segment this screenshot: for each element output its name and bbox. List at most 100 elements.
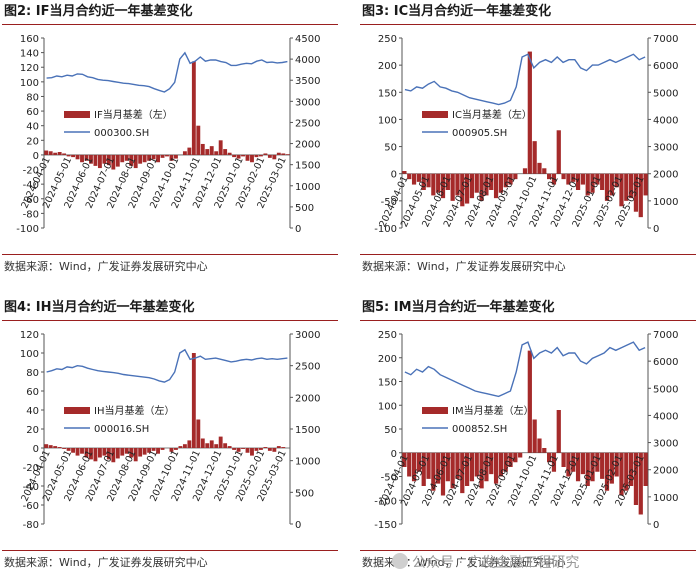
basis-bar xyxy=(227,446,232,448)
right-tick-label: 2000 xyxy=(653,170,678,181)
basis-bar xyxy=(106,154,111,166)
basis-bar xyxy=(575,452,581,482)
basis-bar xyxy=(493,452,499,484)
basis-bar xyxy=(57,152,62,155)
basis-bar xyxy=(411,173,417,185)
basis-bar xyxy=(590,452,595,482)
left-tick-label: 80 xyxy=(26,368,39,379)
legend-swatch-basis xyxy=(64,111,90,118)
basis-bar xyxy=(585,452,590,486)
legend-swatch-basis xyxy=(64,407,90,414)
basis-bar xyxy=(232,154,237,158)
basis-bar xyxy=(223,149,228,155)
basis-bar xyxy=(522,168,528,174)
basis-bar xyxy=(436,173,441,193)
basis-bar xyxy=(638,452,643,515)
left-tick-label: 60 xyxy=(26,107,39,118)
basis-bar xyxy=(281,153,286,155)
basis-bar xyxy=(209,440,214,448)
basis-bar xyxy=(66,154,71,157)
basis-bar xyxy=(547,452,552,463)
right-tick-label: 3000 xyxy=(295,330,320,341)
basis-bar xyxy=(537,438,542,453)
basis-bar xyxy=(115,448,120,459)
basis-bar xyxy=(236,154,241,159)
basis-bar xyxy=(142,448,147,455)
basis-bar xyxy=(551,173,557,185)
panel-title: 图5: IM当月合约近一年基差变化 xyxy=(362,300,555,315)
source-note: 数据来源：Wind，广发证券发展研究中心 xyxy=(4,260,208,273)
basis-bar xyxy=(151,154,156,160)
right-tick-label: 2500 xyxy=(295,118,320,129)
basis-bar xyxy=(619,173,624,207)
panel-title: 图2: IF当月合约近一年基差变化 xyxy=(4,4,193,19)
basis-bar xyxy=(624,452,629,491)
basis-bar xyxy=(503,452,508,472)
right-tick-label: 1500 xyxy=(295,425,320,436)
basis-bar xyxy=(267,154,272,158)
watermark: 公众号 · 广发金融工程研究 xyxy=(412,555,580,571)
left-tick-label: -100 xyxy=(16,224,39,235)
basis-bar xyxy=(469,452,475,482)
legend-label-index: 000905.SH xyxy=(452,128,507,139)
basis-bar xyxy=(580,173,585,185)
title-divider xyxy=(2,320,338,321)
basis-bar xyxy=(133,154,138,169)
basis-bar xyxy=(580,452,585,475)
basis-bar xyxy=(97,448,102,458)
basis-bar xyxy=(474,452,479,477)
basis-bar xyxy=(258,448,263,450)
title-divider xyxy=(2,24,338,25)
right-tick-label: 2000 xyxy=(295,393,320,404)
basis-bar xyxy=(484,452,489,482)
basis-bar xyxy=(402,452,407,467)
left-tick-label: -80 xyxy=(23,209,39,220)
left-tick-label: -100 xyxy=(374,224,397,235)
basis-bar xyxy=(223,443,228,448)
left-tick-label: 0 xyxy=(391,170,397,181)
source-divider xyxy=(360,254,696,255)
basis-bar xyxy=(426,173,431,188)
left-tick-label: -100 xyxy=(374,496,397,507)
right-tick-label: 7000 xyxy=(653,330,678,341)
basis-bar xyxy=(174,448,178,450)
basis-bar xyxy=(89,154,93,164)
basis-bar xyxy=(465,452,470,486)
basis-bar xyxy=(48,151,53,155)
left-tick-label: 0 xyxy=(33,151,39,162)
basis-bar xyxy=(129,154,134,166)
right-tick-label: 5000 xyxy=(653,384,678,395)
basis-bar xyxy=(218,140,223,155)
basis-bar xyxy=(102,154,107,164)
basis-bar xyxy=(527,350,532,453)
basis-bar xyxy=(169,154,174,161)
index-line xyxy=(404,341,646,398)
right-tick-label: 2000 xyxy=(295,140,320,151)
basis-bar xyxy=(643,452,648,486)
basis-bar xyxy=(407,452,412,477)
basis-bar xyxy=(484,173,489,196)
left-tick-label: 120 xyxy=(20,330,39,341)
right-tick-label: 3000 xyxy=(295,97,320,108)
basis-bar xyxy=(643,173,648,196)
left-tick-label: -60 xyxy=(23,501,39,512)
basis-bar xyxy=(455,452,460,479)
left-tick-label: 200 xyxy=(378,354,397,365)
left-tick-label: 100 xyxy=(20,78,39,89)
basis-bar xyxy=(254,448,259,451)
basis-bar xyxy=(147,448,152,453)
right-tick-label: 500 xyxy=(295,203,314,214)
basis-bar xyxy=(503,173,508,188)
basis-bar xyxy=(187,147,192,155)
basis-bar xyxy=(187,440,192,448)
left-tick-label: 0 xyxy=(33,444,39,455)
basis-bar xyxy=(595,452,600,472)
left-tick-label: 40 xyxy=(26,122,39,133)
chart-svg: -100 -50 0 50 100 150 200 250 0 1000 2000 3000 4000 5… xyxy=(374,34,678,235)
chart-panel-ic: 图3: IC当月合约近一年基差变化 -100 -50 0 50 100 150 200 250… xyxy=(358,0,698,290)
basis-bar xyxy=(196,125,201,155)
basis-bar xyxy=(542,168,547,174)
basis-bar xyxy=(624,173,629,201)
basis-bar xyxy=(614,173,619,188)
basis-bar xyxy=(276,152,281,155)
